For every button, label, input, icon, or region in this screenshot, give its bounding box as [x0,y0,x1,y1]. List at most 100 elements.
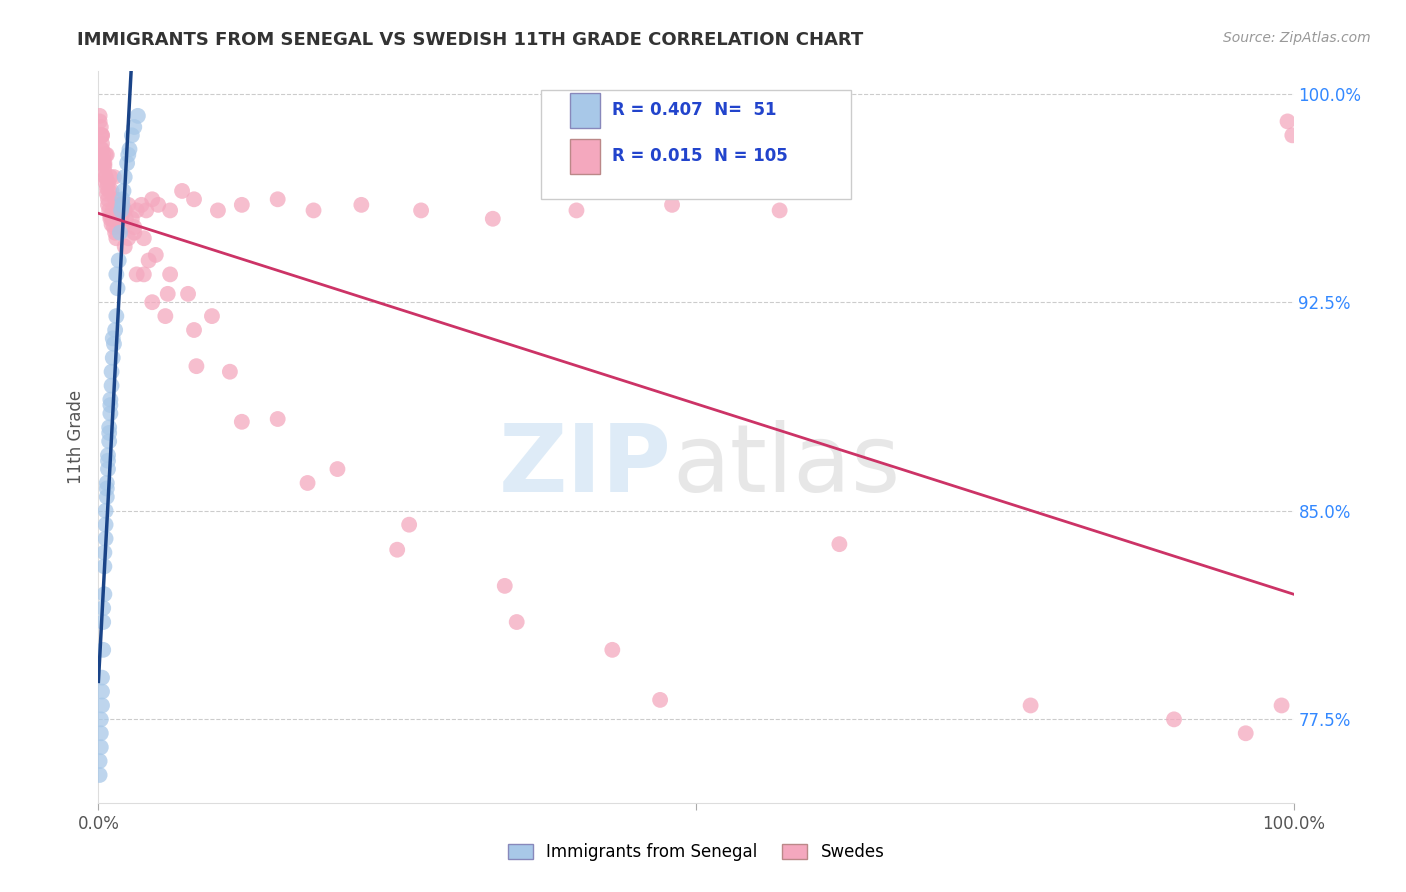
Point [91,148,114,162]
Point [156,286,179,301]
Point [97,448,120,462]
Point [114,239,136,253]
Point [91,698,114,713]
Legend: Immigrants from Senegal, Swedes: Immigrants from Senegal, Swedes [501,837,891,868]
Point [104,323,127,337]
Point [90,120,112,134]
Point [105,231,128,245]
Point [93,159,115,173]
Point [97,462,120,476]
Point [96,181,118,195]
Point [481,211,505,226]
Point [111,220,134,235]
Point [93,587,115,601]
Point [350,198,373,212]
Point [159,268,181,282]
Point [98,184,121,198]
Point [768,203,790,218]
Point [297,475,319,490]
Point [1163,712,1185,726]
Point [602,643,624,657]
Y-axis label: 11th Grade: 11th Grade [66,390,84,484]
Point [101,203,124,218]
Point [91,615,114,629]
Point [183,192,205,206]
Point [98,425,121,440]
Point [398,517,420,532]
Point [661,198,683,212]
Point [90,128,112,143]
Point [93,559,115,574]
Point [89,768,111,782]
Point [494,579,516,593]
Point [101,331,124,345]
Point [105,211,128,226]
Point [201,309,224,323]
Point [103,220,125,235]
Point [1234,726,1257,740]
Point [96,475,118,490]
Point [98,420,121,434]
Point [101,351,124,365]
Point [94,169,117,184]
Point [90,726,112,740]
Point [96,482,118,496]
Point [148,198,170,212]
Point [828,537,851,551]
Point [91,643,114,657]
Point [506,615,529,629]
Point [91,156,114,170]
Point [94,176,117,190]
Point [121,128,143,143]
Point [186,359,208,373]
Point [104,192,127,206]
Point [138,253,160,268]
Point [89,114,111,128]
Point [91,153,114,168]
Point [115,156,138,170]
Point [112,184,135,198]
Point [98,398,122,412]
Point [97,198,120,212]
Point [267,192,290,206]
Point [177,286,200,301]
Point [132,268,155,282]
FancyBboxPatch shape [541,90,852,200]
Point [93,545,115,559]
Point [100,217,122,231]
Point [1019,698,1042,713]
Point [97,176,120,190]
Point [267,412,290,426]
Point [565,203,588,218]
Point [91,671,114,685]
Point [1277,114,1299,128]
Point [219,365,242,379]
Point [91,142,114,156]
Point [127,109,149,123]
Point [94,517,117,532]
Point [98,406,122,420]
Point [96,186,118,201]
Point [114,203,136,218]
Point [135,203,157,218]
Point [172,184,194,198]
Point [91,136,114,151]
Point [648,693,672,707]
Point [110,203,132,218]
Point [91,128,114,143]
Point [93,156,115,170]
Point [93,164,115,178]
Point [183,323,205,337]
Point [108,203,131,218]
Point [141,192,163,206]
Point [111,198,134,212]
Point [98,434,121,449]
Bar [571,93,600,128]
Point [141,295,163,310]
Point [103,337,125,351]
Point [94,169,117,184]
Point [117,148,139,162]
Text: IMMIGRANTS FROM SENEGAL VS SWEDISH 11TH GRADE CORRELATION CHART: IMMIGRANTS FROM SENEGAL VS SWEDISH 11TH … [77,31,863,49]
Point [107,198,129,212]
Point [98,211,122,226]
